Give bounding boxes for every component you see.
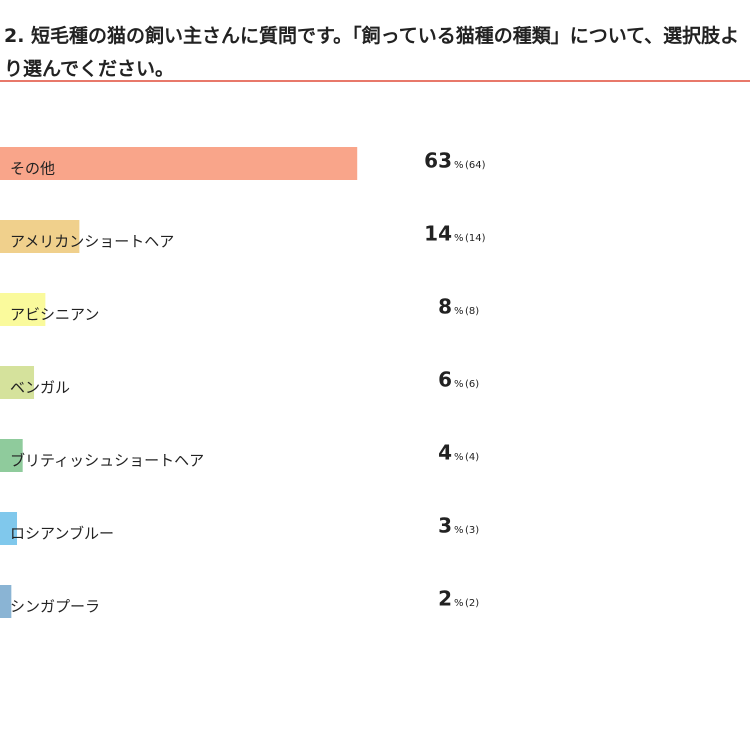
bar xyxy=(0,439,23,472)
category-label: ロシアンブルー xyxy=(10,525,114,543)
value-label: 2 xyxy=(438,587,452,611)
count-label: (2) xyxy=(465,598,479,609)
unit-label: % xyxy=(454,598,464,609)
bar xyxy=(0,293,46,326)
unit-label: % xyxy=(454,306,464,317)
bar xyxy=(0,512,18,545)
count-label: (8) xyxy=(465,306,479,317)
count-label: (6) xyxy=(465,379,479,390)
category-label: アメリカンショートヘア xyxy=(10,233,174,251)
count-label: (3) xyxy=(465,525,479,536)
unit-label: % xyxy=(454,452,464,463)
unit-label: % xyxy=(454,160,464,171)
category-label: アビシニアン xyxy=(10,306,99,324)
category-label: シンガプーラ xyxy=(10,598,100,616)
bar xyxy=(0,585,12,618)
category-label: ブリティッシュショートヘア xyxy=(10,452,204,470)
title-rule xyxy=(0,80,750,82)
category-label: ベンガル xyxy=(10,379,70,397)
count-label: (14) xyxy=(465,233,486,244)
count-label: (64) xyxy=(465,160,486,171)
value-label: 63 xyxy=(424,149,452,173)
value-label: 14 xyxy=(424,222,452,246)
unit-label: % xyxy=(454,525,464,536)
chart-title: 2. 短毛種の猫の飼い主さんに質問です。「飼っている猫種の種類」について、選択肢… xyxy=(4,25,740,80)
value-label: 4 xyxy=(438,441,452,465)
unit-label: % xyxy=(454,233,464,244)
unit-label: % xyxy=(454,379,464,390)
value-label: 6 xyxy=(438,368,452,392)
count-label: (4) xyxy=(465,452,479,463)
category-label: その他 xyxy=(10,160,55,178)
bar xyxy=(0,220,80,253)
value-label: 8 xyxy=(438,295,452,319)
bar xyxy=(0,366,35,399)
bar xyxy=(0,147,358,180)
value-label: 3 xyxy=(438,514,452,538)
